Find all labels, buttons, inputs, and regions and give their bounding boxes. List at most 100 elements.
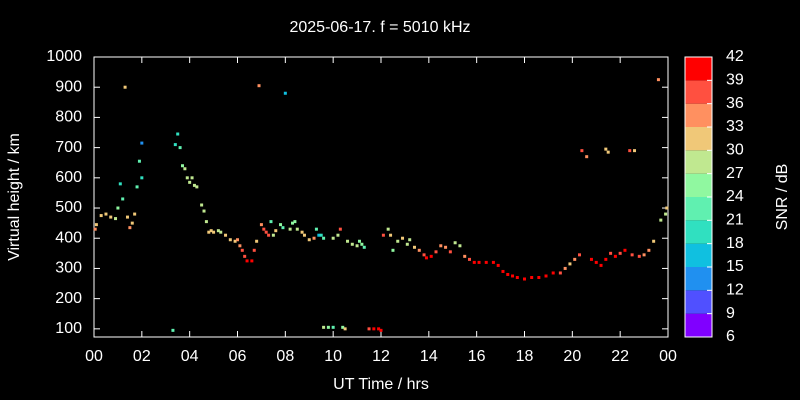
point xyxy=(302,233,306,237)
point xyxy=(434,250,438,254)
colorbar-tick-label: 6 xyxy=(726,328,735,345)
point xyxy=(176,132,180,136)
point xyxy=(604,147,608,151)
point xyxy=(295,227,299,231)
point xyxy=(408,238,412,242)
point xyxy=(372,327,376,331)
y-tick-label: 500 xyxy=(55,199,82,216)
point xyxy=(537,275,541,279)
colorbar-tick-label: 27 xyxy=(726,165,744,182)
point xyxy=(123,85,127,89)
point xyxy=(604,257,608,261)
point xyxy=(192,183,196,187)
point xyxy=(228,238,232,242)
point xyxy=(496,263,500,267)
point xyxy=(94,223,98,227)
x-tick-label: 00 xyxy=(659,348,677,365)
point xyxy=(444,245,448,249)
point xyxy=(357,239,361,243)
point xyxy=(417,248,421,252)
point xyxy=(118,182,122,186)
point xyxy=(544,274,548,278)
y-tick-label: 400 xyxy=(55,229,82,246)
point xyxy=(506,272,510,276)
point xyxy=(291,221,295,225)
point xyxy=(391,248,395,252)
point xyxy=(233,239,237,243)
point xyxy=(355,244,359,248)
colorbar-label: SNR / dB xyxy=(774,164,791,231)
x-tick-label: 22 xyxy=(611,348,629,365)
colorbar-tick-label: 42 xyxy=(726,48,744,65)
x-tick-label: 16 xyxy=(468,348,486,365)
point xyxy=(511,274,515,278)
point xyxy=(283,91,287,95)
point xyxy=(599,263,603,267)
colorbar-band xyxy=(685,290,712,314)
point xyxy=(171,328,175,332)
point xyxy=(573,257,577,261)
point xyxy=(453,241,457,245)
point xyxy=(613,254,617,258)
point xyxy=(659,218,663,222)
point xyxy=(633,149,637,153)
point xyxy=(281,226,285,230)
point xyxy=(137,159,141,163)
point xyxy=(188,180,192,184)
point xyxy=(252,248,256,252)
colorbar-band xyxy=(685,173,712,197)
point xyxy=(637,254,641,258)
point xyxy=(185,176,189,180)
point xyxy=(300,230,304,234)
point xyxy=(238,244,242,248)
x-tick-label: 20 xyxy=(563,348,581,365)
point xyxy=(665,206,669,210)
point xyxy=(259,223,263,227)
point xyxy=(274,229,278,233)
point xyxy=(322,236,326,240)
point xyxy=(563,266,567,270)
point xyxy=(240,248,244,252)
point xyxy=(491,260,495,264)
point xyxy=(412,245,416,249)
point xyxy=(267,233,271,237)
point xyxy=(477,260,481,264)
point xyxy=(293,220,297,224)
point xyxy=(128,226,132,230)
y-tick-label: 700 xyxy=(55,139,82,156)
point xyxy=(104,212,108,216)
point xyxy=(257,84,261,88)
colorbar-band xyxy=(685,127,712,151)
y-tick-label: 1000 xyxy=(46,48,82,65)
point xyxy=(630,253,634,257)
point xyxy=(609,251,613,255)
point xyxy=(429,254,433,258)
point xyxy=(209,229,213,233)
point xyxy=(255,239,259,243)
point xyxy=(424,256,428,260)
y-tick-label: 600 xyxy=(55,169,82,186)
colorbar-tick-label: 18 xyxy=(726,235,744,252)
y-tick-label: 300 xyxy=(55,260,82,277)
colorbar-tick-label: 36 xyxy=(726,95,744,112)
colorbar-tick-label: 39 xyxy=(726,72,744,89)
point xyxy=(341,325,345,329)
chart-title: 2025-06-17. f = 5010 kHz xyxy=(289,19,470,36)
point xyxy=(377,327,381,331)
point xyxy=(135,185,139,189)
point xyxy=(224,233,228,237)
y-tick-label: 100 xyxy=(55,320,82,337)
point xyxy=(140,141,144,145)
point xyxy=(362,245,366,249)
x-tick-label: 00 xyxy=(85,348,103,365)
point xyxy=(381,233,385,237)
point xyxy=(331,236,335,240)
y-tick-label: 900 xyxy=(55,78,82,95)
point xyxy=(585,155,589,159)
colorbar-tick-label: 24 xyxy=(726,188,744,205)
point xyxy=(594,260,598,264)
colorbar-tick-label: 33 xyxy=(726,118,744,135)
colorbar-band xyxy=(685,313,712,337)
colorbar-band xyxy=(685,197,712,221)
point xyxy=(331,325,335,329)
